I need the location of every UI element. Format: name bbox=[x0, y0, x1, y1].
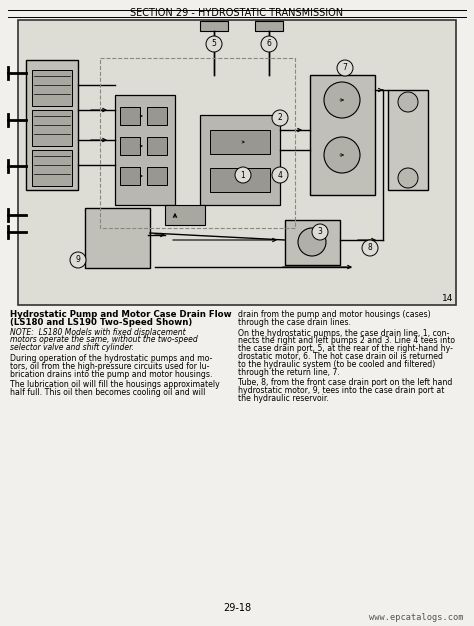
Text: the case drain port, 5, at the rear of the right-hand hy-: the case drain port, 5, at the rear of t… bbox=[238, 344, 453, 353]
Text: through the return line, 7.: through the return line, 7. bbox=[238, 367, 340, 377]
Circle shape bbox=[70, 252, 86, 268]
Circle shape bbox=[398, 168, 418, 188]
Bar bbox=[285, 220, 340, 265]
Text: SECTION 29 - HYDROSTATIC TRANSMISSION: SECTION 29 - HYDROSTATIC TRANSMISSION bbox=[130, 9, 344, 19]
Circle shape bbox=[324, 137, 360, 173]
Text: 7: 7 bbox=[343, 63, 347, 73]
Text: 14: 14 bbox=[442, 294, 453, 303]
Circle shape bbox=[261, 36, 277, 52]
Bar bbox=[255, 21, 283, 31]
Text: 1: 1 bbox=[241, 170, 246, 180]
Text: 9: 9 bbox=[75, 255, 81, 265]
Text: 5: 5 bbox=[211, 39, 217, 48]
Circle shape bbox=[206, 36, 222, 52]
Text: brication drains into the pump and motor housings.: brication drains into the pump and motor… bbox=[10, 369, 212, 379]
Text: drostatic motor, 6. The hot case drain oil is returned: drostatic motor, 6. The hot case drain o… bbox=[238, 352, 443, 361]
Bar bbox=[18, 20, 456, 305]
Bar bbox=[32, 150, 72, 186]
Circle shape bbox=[312, 224, 328, 240]
Bar bbox=[32, 70, 72, 106]
Text: through the case drain lines.: through the case drain lines. bbox=[238, 318, 351, 327]
Bar bbox=[85, 208, 150, 268]
Text: drain from the pump and motor housings (cases): drain from the pump and motor housings (… bbox=[238, 310, 430, 319]
Text: hydrostatic motor, 9, tees into the case drain port at: hydrostatic motor, 9, tees into the case… bbox=[238, 386, 444, 395]
Bar bbox=[115, 95, 175, 205]
Text: www.epcatalogs.com: www.epcatalogs.com bbox=[370, 613, 464, 622]
Text: tors, oil from the high-pressure circuits used for lu-: tors, oil from the high-pressure circuit… bbox=[10, 362, 210, 371]
Bar bbox=[120, 107, 140, 125]
Circle shape bbox=[324, 82, 360, 118]
Bar bbox=[120, 167, 140, 185]
Text: to the hydraulic system (to be cooled and filtered): to the hydraulic system (to be cooled an… bbox=[238, 360, 435, 369]
Bar bbox=[32, 110, 72, 146]
Text: The lubrication oil will fill the housings approximately: The lubrication oil will fill the housin… bbox=[10, 381, 220, 389]
Text: 4: 4 bbox=[278, 170, 283, 180]
Bar bbox=[120, 137, 140, 155]
Circle shape bbox=[362, 240, 378, 256]
Bar bbox=[200, 21, 228, 31]
Bar bbox=[147, 107, 167, 125]
Circle shape bbox=[398, 92, 418, 112]
Bar bbox=[147, 167, 167, 185]
Text: motors operate the same, without the two-speed: motors operate the same, without the two… bbox=[10, 336, 198, 344]
Bar bbox=[26, 60, 78, 190]
Circle shape bbox=[272, 167, 288, 183]
Text: 29-18: 29-18 bbox=[223, 603, 251, 613]
Text: NOTE:  LS180 Models with fixed displacement: NOTE: LS180 Models with fixed displaceme… bbox=[10, 327, 186, 337]
Bar bbox=[388, 90, 428, 190]
Circle shape bbox=[235, 167, 251, 183]
Circle shape bbox=[272, 110, 288, 126]
Text: the hydraulic reservoir.: the hydraulic reservoir. bbox=[238, 394, 329, 403]
Text: During operation of the hydrostatic pumps and mo-: During operation of the hydrostatic pump… bbox=[10, 354, 212, 363]
Text: selector valve and shift cylinder.: selector valve and shift cylinder. bbox=[10, 343, 134, 352]
Circle shape bbox=[298, 228, 326, 256]
Text: 6: 6 bbox=[266, 39, 272, 48]
Text: 3: 3 bbox=[318, 227, 322, 237]
Circle shape bbox=[337, 60, 353, 76]
Bar bbox=[147, 137, 167, 155]
Bar bbox=[200, 115, 280, 205]
Bar bbox=[210, 130, 270, 154]
Bar bbox=[165, 205, 205, 225]
Text: Hydrostatic Pump and Motor Case Drain Flow: Hydrostatic Pump and Motor Case Drain Fl… bbox=[10, 310, 232, 319]
Text: Tube, 8, from the front case drain port on the left hand: Tube, 8, from the front case drain port … bbox=[238, 378, 452, 387]
Bar bbox=[210, 168, 270, 192]
Bar bbox=[100, 58, 295, 228]
Text: nects the right and left pumps 2 and 3. Line 4 tees into: nects the right and left pumps 2 and 3. … bbox=[238, 336, 455, 346]
Text: (LS180 and LS190 Two-Speed Shown): (LS180 and LS190 Two-Speed Shown) bbox=[10, 318, 192, 327]
Bar bbox=[310, 75, 375, 195]
Text: On the hydrostatic pumps, the case drain line, 1, con-: On the hydrostatic pumps, the case drain… bbox=[238, 329, 449, 337]
Text: half full. This oil then becomes cooling oil and will: half full. This oil then becomes cooling… bbox=[10, 388, 205, 398]
Text: 2: 2 bbox=[278, 113, 283, 123]
Text: 8: 8 bbox=[368, 244, 373, 252]
